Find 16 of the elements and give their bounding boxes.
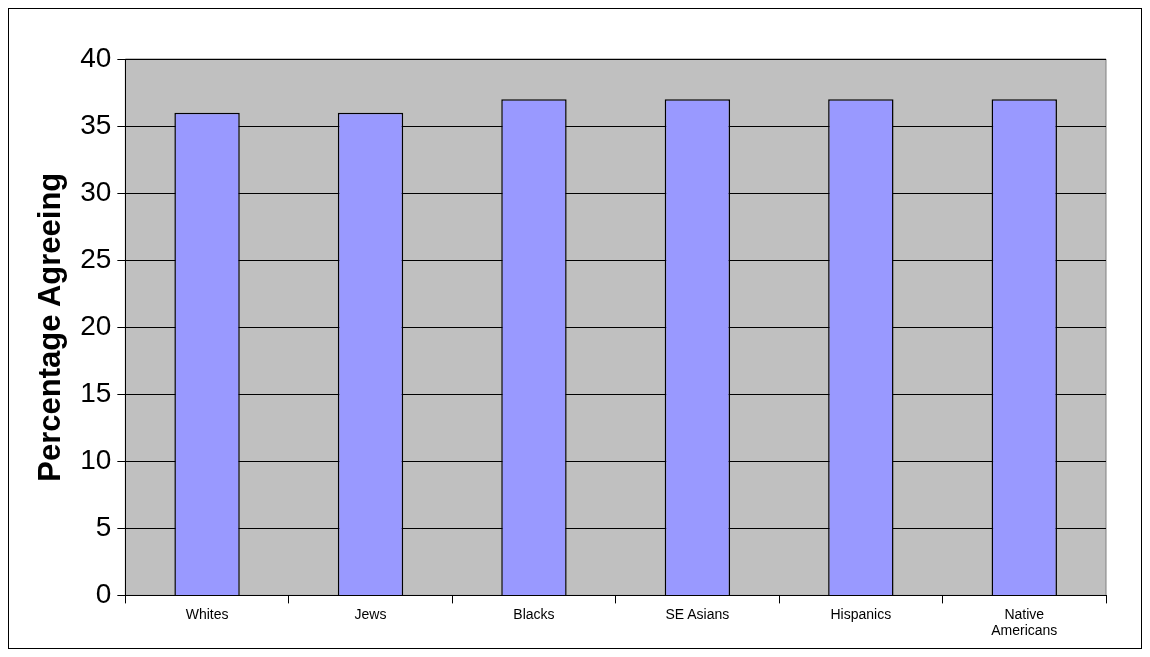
x-tick-label: Native Americans xyxy=(991,605,1058,639)
y-tick-label: 15 xyxy=(80,376,112,408)
x-tick-label: Jews xyxy=(354,605,387,622)
y-axis-title: Percentage Agreeing xyxy=(32,172,68,482)
x-tick-label: Hispanics xyxy=(830,605,892,622)
x-tick-label: Blacks xyxy=(513,605,555,622)
y-tick-label: 5 xyxy=(95,511,112,543)
y-tick-label: 40 xyxy=(80,41,112,73)
y-tick-label: 10 xyxy=(80,444,112,476)
y-tick-label: 20 xyxy=(80,309,112,341)
x-tick-label: Whites xyxy=(185,605,229,622)
y-tick-label: 30 xyxy=(80,175,112,207)
y-tick-label: 35 xyxy=(80,108,112,140)
x-tick-label: SE Asians xyxy=(665,605,730,622)
y-tick-label: 25 xyxy=(80,242,112,274)
y-tick-label: 0 xyxy=(95,578,112,610)
